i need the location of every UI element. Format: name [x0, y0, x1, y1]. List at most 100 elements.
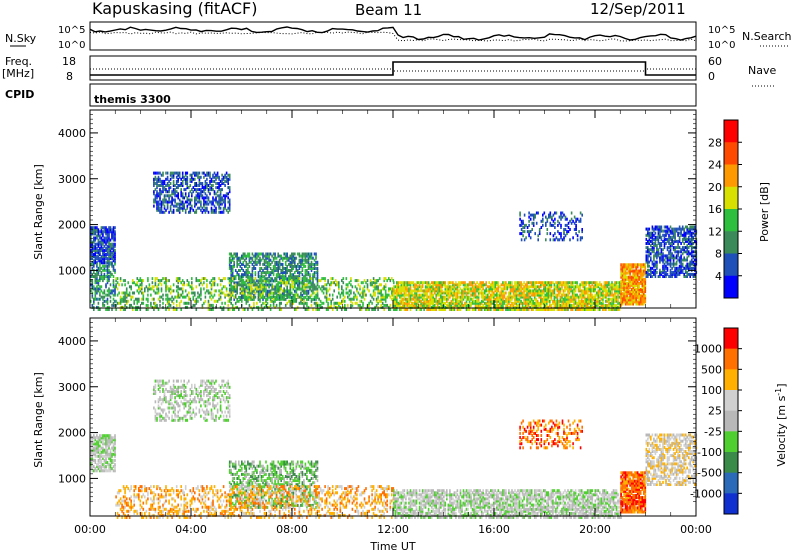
range-cell: [530, 283, 533, 287]
range-cell: [209, 192, 211, 196]
range-cell: [543, 281, 545, 285]
range-cell: [557, 238, 559, 242]
range-cell: [301, 279, 304, 283]
range-cell: [213, 293, 216, 297]
range-cell: [280, 254, 282, 258]
range-cell: [271, 277, 273, 281]
range-cell: [109, 295, 112, 299]
range-cell: [520, 228, 523, 231]
range-cell: [248, 271, 251, 275]
range-cell: [568, 285, 571, 289]
range-cell: [611, 305, 613, 309]
range-cell: [238, 295, 240, 299]
range-cell: [608, 299, 610, 303]
range-cell: [511, 289, 513, 293]
range-cell: [233, 256, 235, 260]
range-cell: [614, 283, 616, 287]
range-cell: [582, 305, 584, 309]
range-cell: [558, 308, 560, 311]
range-cell: [568, 281, 571, 285]
range-cell: [621, 273, 624, 277]
range-cell: [236, 287, 238, 291]
range-cell: [562, 289, 565, 293]
range-cell: [480, 308, 483, 311]
range-cell: [550, 293, 553, 297]
range-cell: [500, 297, 503, 301]
range-cell: [278, 297, 281, 301]
range-cell: [418, 281, 421, 285]
range-cell: [515, 285, 518, 289]
range-cell: [206, 285, 208, 289]
range-cell: [103, 264, 106, 268]
range-cell: [503, 291, 506, 295]
range-cell: [546, 283, 548, 287]
range-cell: [250, 275, 252, 279]
range-cell: [127, 293, 129, 297]
range-cell: [99, 253, 101, 256]
range-cell: [438, 291, 441, 295]
range-cell: [247, 279, 249, 283]
range-cell: [230, 260, 232, 264]
range-cell: [206, 184, 208, 187]
range-cell: [499, 291, 501, 295]
range-cell: [365, 308, 367, 311]
range-cell: [284, 256, 287, 260]
range-cell: [529, 236, 532, 240]
range-cell: [583, 291, 586, 295]
range-cell: [438, 281, 441, 285]
range-cell: [227, 179, 229, 183]
range-cell: [178, 204, 181, 208]
range-cell: [116, 293, 119, 297]
range-cell: [228, 283, 231, 287]
range-cell: [324, 279, 326, 283]
range-cell: [558, 299, 560, 303]
range-cell: [440, 281, 442, 285]
range-cell: [242, 254, 245, 258]
range-cell: [286, 271, 288, 275]
range-cell: [122, 291, 125, 295]
range-cell: [94, 293, 97, 297]
range-cell: [331, 281, 334, 285]
range-cell: [635, 281, 637, 285]
range-cell: [90, 244, 92, 248]
range-cell: [256, 279, 258, 283]
range-cell: [268, 271, 270, 275]
range-cell: [371, 301, 373, 305]
range-cell: [189, 184, 192, 187]
range-cell: [541, 308, 544, 311]
range-cell: [194, 173, 196, 177]
range-cell: [148, 283, 151, 287]
range-cell: [639, 277, 642, 281]
range-cell: [509, 289, 512, 293]
range-cell: [156, 177, 158, 181]
range-cell: [248, 295, 251, 299]
range-cell: [177, 295, 179, 299]
range-cell: [269, 277, 272, 281]
range-cell: [230, 267, 232, 270]
range-cell: [184, 188, 187, 192]
range-cell: [509, 299, 512, 303]
range-cell: [636, 271, 639, 275]
range-cell: [278, 258, 281, 262]
range-cell: [128, 305, 131, 309]
range-cell: [535, 289, 537, 293]
range-cell: [315, 285, 317, 289]
range-cell: [447, 285, 450, 289]
range-cell: [424, 305, 427, 309]
range-cell: [160, 279, 163, 283]
range-cell: [231, 305, 234, 309]
range-cell: [511, 283, 513, 287]
range-cell: [630, 283, 633, 287]
range-cell: [207, 291, 210, 295]
range-cell: [608, 305, 610, 309]
range-cell: [402, 289, 404, 293]
range-cell: [611, 303, 613, 307]
range-cell: [603, 305, 606, 309]
range-cell: [549, 238, 552, 242]
range-cell: [555, 236, 558, 240]
range-cell: [150, 287, 152, 291]
range-cell: [452, 297, 454, 301]
range-cell: [421, 297, 424, 301]
range-cell: [458, 291, 460, 295]
range-cell: [473, 299, 475, 303]
